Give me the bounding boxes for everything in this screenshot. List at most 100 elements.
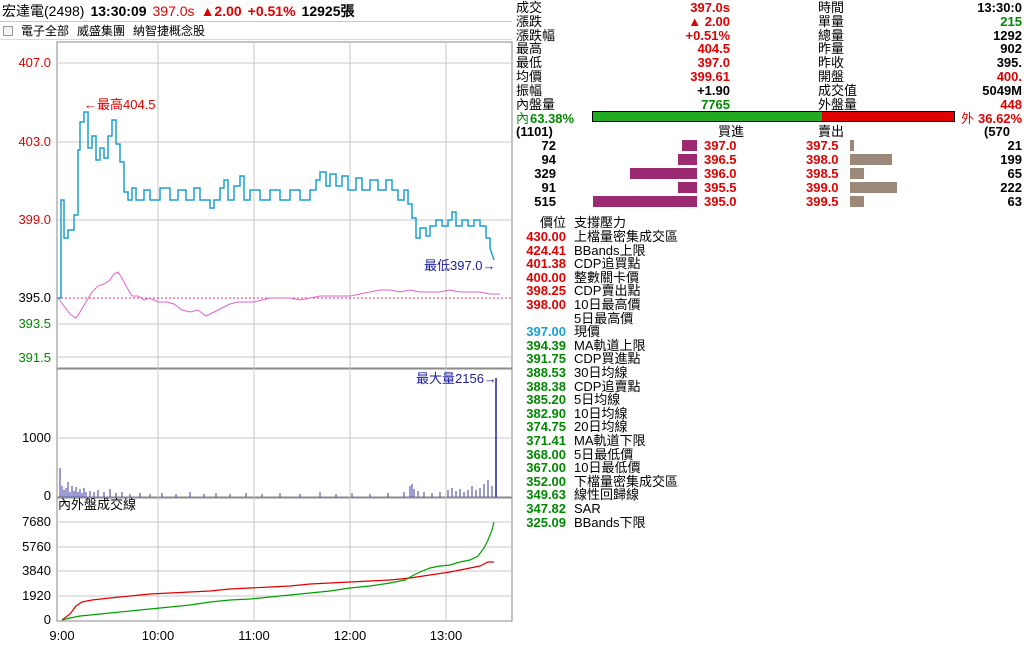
quote-left-label: 均價	[516, 69, 543, 84]
bid-price[interactable]: 396.0	[704, 166, 737, 181]
ask-price[interactable]: 398.5	[806, 166, 839, 181]
bid-header: 買進	[718, 124, 745, 139]
time-tick-1000: 10:00	[142, 628, 175, 643]
bid-price[interactable]: 396.5	[704, 152, 737, 167]
bid-qty: 72	[541, 138, 556, 153]
inner-label: 內	[516, 111, 530, 126]
quote-right-value: 902	[1000, 41, 1022, 57]
support-label: 10日最高價	[574, 297, 641, 312]
support-label: 5日最高價	[574, 310, 634, 326]
toolbar-item-via-group[interactable]: 威盛集團	[77, 24, 126, 38]
quote-left-value: +1.90	[697, 82, 730, 98]
bid-qty: 329	[534, 166, 556, 181]
flow-tick-0: 0	[44, 612, 51, 627]
support-price: 400.00	[526, 269, 566, 285]
quote-right-label: 單量	[818, 13, 845, 29]
support-label: MA軌道下限	[574, 433, 646, 448]
support-label: BBands上限	[574, 242, 646, 258]
flow-panel-frame	[56, 497, 513, 622]
ask-price[interactable]: 397.5	[806, 138, 839, 153]
ask-price[interactable]: 399.0	[806, 180, 839, 195]
inner-volume-line	[61, 521, 495, 621]
flow-grid	[57, 521, 512, 597]
support-label: MA軌道上限	[574, 337, 646, 353]
flow-panel-title: 內外盤成交線	[58, 497, 136, 512]
support-price: 374.75	[526, 419, 566, 435]
quote-left-label: 漲跌幅	[516, 27, 556, 43]
stock-name: 宏達電(2498)	[2, 2, 85, 19]
inner-pct: 63.38%	[530, 111, 575, 126]
stock-header: 宏達電(2498) 13:30:09 397.0s ▲2.00 +0.51% 1…	[0, 0, 512, 22]
support-label: 30日均線	[574, 365, 628, 380]
low-annotation: 最低397.0→	[424, 258, 496, 273]
flow-tick-1920: 1920	[22, 588, 51, 603]
quote-right-value: 215	[1000, 13, 1022, 29]
quote-left-value: 399.61	[690, 69, 730, 84]
quote-right-value: 400.	[996, 69, 1022, 84]
stock-volume: 12925張	[301, 2, 355, 19]
support-label: CDP買進點	[574, 351, 641, 367]
ask-depth-bar	[850, 182, 897, 193]
support-price: 398.00	[526, 297, 566, 312]
support-header-price: 價位	[540, 215, 567, 230]
price-tick-395: 395.0	[18, 290, 51, 305]
group-checkbox[interactable]	[3, 25, 13, 36]
support-label: 5日最低價	[574, 446, 634, 462]
support-label: SAR	[574, 501, 601, 516]
price-line	[58, 111, 495, 299]
bid-depth-bar	[678, 182, 697, 193]
quote-right-value: 5049M	[982, 82, 1022, 98]
quote-left-value: +0.51%	[685, 27, 730, 43]
support-price: 398.25	[526, 283, 566, 299]
support-price: 394.39	[526, 337, 566, 353]
ask-price[interactable]: 398.0	[806, 152, 839, 167]
quote-right-label: 開盤	[818, 69, 845, 84]
stock-time: 13:30:09	[90, 2, 147, 19]
quote-left-label: 最低	[516, 55, 543, 71]
quote-right-label: 昨收	[818, 55, 845, 71]
support-label: CDP追賣點	[574, 378, 641, 394]
quote-left-label: 振幅	[516, 82, 543, 98]
bid-total: (1101)	[516, 124, 553, 139]
time-tick-1200: 12:00	[334, 628, 367, 643]
ask-qty: 199	[1000, 152, 1022, 167]
quote-right-label: 成交值	[818, 82, 858, 98]
price-panel-frame	[56, 41, 513, 369]
high-annotation: ←最高404.5	[84, 97, 156, 112]
support-price: 349.63	[526, 487, 566, 503]
toolbar-item-luxgen[interactable]: 納智捷概念股	[133, 24, 206, 38]
bid-price[interactable]: 395.0	[704, 194, 737, 209]
support-price: 347.82	[526, 501, 566, 516]
support-label: 10日均線	[574, 405, 628, 421]
support-label: 整數關卡價	[574, 269, 640, 285]
inner-ratio-fill	[593, 112, 822, 121]
price-tick-399: 399.0	[18, 212, 51, 227]
support-label: 10日最低價	[574, 460, 641, 476]
support-price: 352.00	[526, 473, 566, 489]
support-label: CDP追買點	[574, 256, 641, 272]
quote-right-value: 448	[1000, 96, 1022, 112]
quote-right-label: 時間	[818, 0, 845, 15]
quote-right-value: 13:30:0	[977, 0, 1022, 15]
flow-tick-3840: 3840	[22, 563, 51, 578]
toolbar-item-electronics[interactable]: 電子全部	[21, 24, 70, 38]
outer-volume-line	[61, 561, 494, 621]
inner-outer-ratio-bar	[592, 111, 955, 122]
support-price: 367.00	[526, 460, 566, 476]
support-price: 368.00	[526, 446, 566, 462]
ask-qty: 21	[1007, 138, 1022, 153]
support-label: 下檔量密集成交區	[574, 473, 679, 489]
support-label: 20日均線	[574, 419, 628, 435]
ask-price[interactable]: 399.5	[806, 194, 839, 209]
quote-left-value: 397.0	[697, 55, 730, 71]
bid-price[interactable]: 397.0	[704, 138, 737, 153]
support-price: 371.41	[526, 433, 566, 448]
outer-pct: 36.62%	[978, 111, 1023, 126]
bid-price[interactable]: 395.5	[704, 180, 737, 195]
support-label: BBands下限	[574, 514, 646, 530]
quote-right-label: 昨量	[818, 41, 845, 57]
support-price: 388.53	[526, 365, 566, 380]
quote-right-value: 395.	[996, 55, 1022, 71]
quote-right-label: 外盤量	[818, 96, 858, 112]
